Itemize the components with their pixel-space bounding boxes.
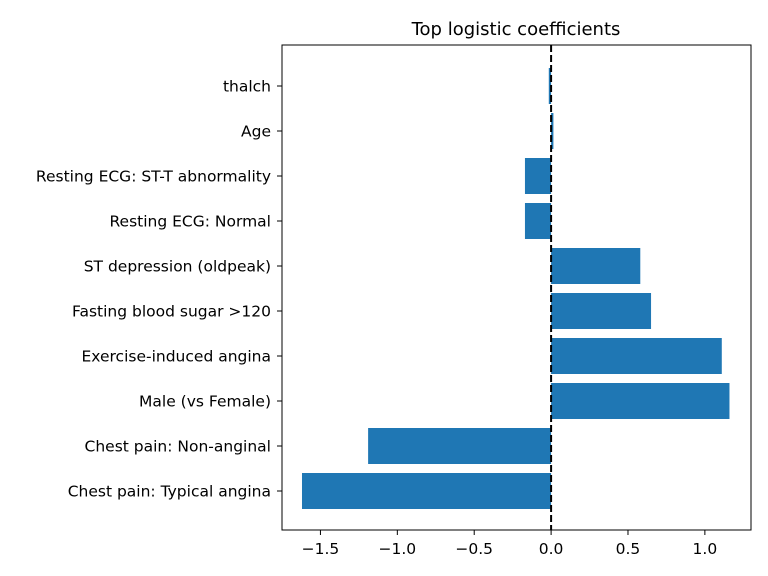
y-tick-label: Male (vs Female) [139,393,271,411]
y-tick-label: ST depression (oldpeak) [84,258,271,276]
bar [524,158,552,194]
y-axis: Chest pain: Typical angina Chest pain: No… [36,78,282,501]
bar [368,428,552,464]
bar [551,248,641,284]
y-tick-label: thalch [223,78,271,96]
x-tick-label: 0.0 [539,540,564,558]
x-axis: −1.5 −1.0 −0.5 0.0 0.5 1.0 [302,530,718,558]
x-tick-label: 1.0 [693,540,718,558]
plot-area-frame [281,44,752,531]
x-tick-label: 0.5 [616,540,641,558]
y-tick-label: Chest pain: Typical angina [68,483,271,501]
bar [301,473,552,509]
bar [524,203,552,239]
bars-layer [301,68,730,509]
bar [551,293,652,329]
x-tick-label: −1.5 [302,540,340,558]
bar [551,113,554,149]
y-tick-label: Exercise-induced angina [82,348,272,366]
y-tick-label: Age [241,123,271,141]
bar [548,68,552,104]
y-tick-label: Fasting blood sugar >120 [72,303,271,321]
y-tick-label: Chest pain: Non-anginal [85,438,271,456]
bar [551,383,730,419]
y-tick-label: Resting ECG: Normal [109,213,271,231]
x-tick-label: −0.5 [455,540,493,558]
y-tick-label: Resting ECG: ST-T abnormality [36,168,271,186]
bar [551,338,722,374]
chart-title: Top logistic coefficients [411,19,621,40]
x-tick-label: −1.0 [379,540,417,558]
